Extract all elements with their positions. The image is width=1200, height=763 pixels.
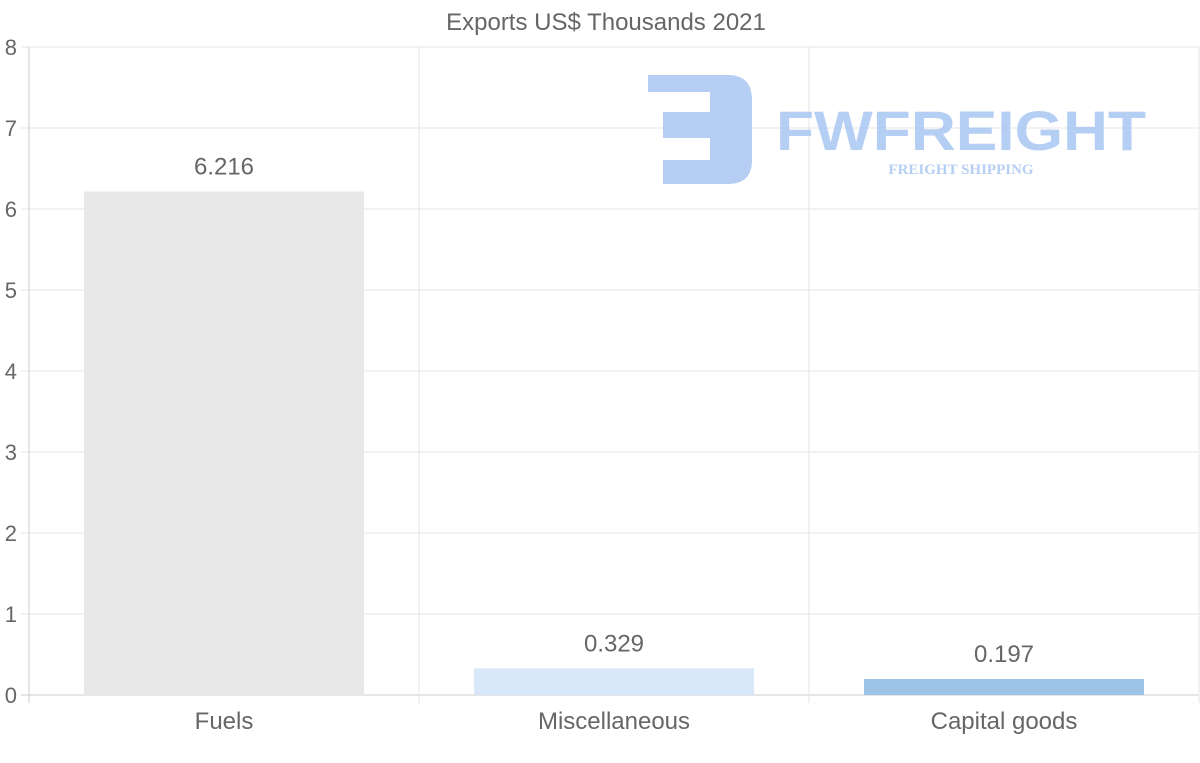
watermark-brand: FWFREIGHT <box>776 99 1146 162</box>
bar-miscellaneous <box>474 668 754 695</box>
labels: 0 1 2 3 4 5 6 7 8 6.216 Fuels 0.329 Miscellaneous 0.1… <box>5 35 1078 735</box>
y-tick-label: 5 <box>5 278 17 303</box>
y-tick-label: 2 <box>5 521 17 546</box>
y-tick-label: 6 <box>5 197 17 222</box>
logo-mark-icon <box>648 75 752 184</box>
watermark-tagline: FREIGHT SHIPPING <box>888 162 1033 178</box>
y-tick-label: 8 <box>5 35 17 60</box>
data-label: 6.216 <box>194 154 254 181</box>
data-label: 0.197 <box>974 641 1034 668</box>
bar-fuels <box>84 191 364 695</box>
y-tick-label: 1 <box>5 602 17 627</box>
bar-capital-goods <box>864 679 1144 695</box>
y-tick-label: 4 <box>5 359 17 384</box>
x-tick-label: Miscellaneous <box>538 708 690 735</box>
chart-title: Exports US$ Thousands 2021 <box>446 9 766 36</box>
y-tick-label: 3 <box>5 440 17 465</box>
y-tick-label: 7 <box>5 116 17 141</box>
watermark-logo: FWFREIGHT FREIGHT SHIPPING <box>648 75 1146 184</box>
y-tick-label: 0 <box>5 683 17 708</box>
bars <box>84 191 1144 695</box>
x-tick-label: Fuels <box>195 708 254 735</box>
x-tick-label: Capital goods <box>931 708 1078 735</box>
data-label: 0.329 <box>584 630 644 657</box>
